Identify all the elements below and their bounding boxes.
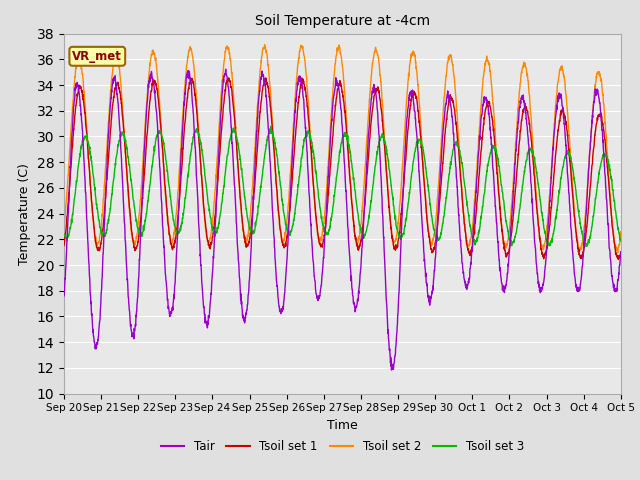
Tair bbox=[222, 66, 230, 72]
Tsoil set 3 bbox=[60, 231, 68, 237]
Tsoil set 2 bbox=[261, 42, 269, 48]
Y-axis label: Temperature (C): Temperature (C) bbox=[18, 163, 31, 264]
Tsoil set 2 bbox=[614, 250, 621, 256]
Tair bbox=[568, 238, 576, 244]
Tsoil set 3 bbox=[216, 218, 223, 224]
Tsoil set 1 bbox=[568, 181, 575, 187]
Tair bbox=[388, 367, 396, 373]
Tsoil set 1 bbox=[504, 250, 512, 256]
Tsoil set 1 bbox=[371, 91, 379, 97]
Tsoil set 2 bbox=[371, 49, 379, 55]
Tsoil set 2 bbox=[60, 224, 68, 230]
Legend: Tair, Tsoil set 1, Tsoil set 2, Tsoil set 3: Tair, Tsoil set 1, Tsoil set 2, Tsoil se… bbox=[156, 435, 529, 458]
Tsoil set 3 bbox=[583, 243, 591, 249]
Line: Tair: Tair bbox=[64, 69, 621, 370]
Tair bbox=[584, 185, 591, 191]
Tsoil set 3 bbox=[617, 238, 625, 244]
Line: Tsoil set 1: Tsoil set 1 bbox=[64, 78, 621, 259]
Tair bbox=[617, 249, 625, 255]
Tsoil set 3 bbox=[568, 160, 575, 166]
Tsoil set 2 bbox=[216, 121, 223, 127]
Tair bbox=[60, 293, 68, 299]
Tair bbox=[371, 88, 379, 94]
Tsoil set 1 bbox=[614, 256, 622, 262]
Tsoil set 1 bbox=[617, 249, 625, 255]
Tsoil set 2 bbox=[617, 229, 625, 235]
Tsoil set 1 bbox=[359, 224, 367, 230]
Text: VR_met: VR_met bbox=[72, 50, 122, 63]
Tsoil set 3 bbox=[371, 167, 379, 172]
Tsoil set 1 bbox=[60, 242, 68, 248]
Tsoil set 3 bbox=[504, 231, 512, 237]
Tsoil set 3 bbox=[267, 123, 275, 129]
Tsoil set 2 bbox=[504, 236, 512, 242]
Tsoil set 1 bbox=[584, 220, 591, 226]
Title: Soil Temperature at -4cm: Soil Temperature at -4cm bbox=[255, 14, 430, 28]
Tsoil set 1 bbox=[262, 75, 269, 81]
Tair bbox=[216, 141, 223, 147]
Tair bbox=[505, 260, 513, 265]
Tsoil set 2 bbox=[584, 186, 591, 192]
Tsoil set 3 bbox=[584, 242, 591, 248]
Tair bbox=[359, 233, 367, 239]
Tsoil set 1 bbox=[216, 159, 223, 165]
Line: Tsoil set 2: Tsoil set 2 bbox=[64, 45, 621, 253]
Line: Tsoil set 3: Tsoil set 3 bbox=[64, 126, 621, 246]
Tsoil set 3 bbox=[359, 234, 367, 240]
X-axis label: Time: Time bbox=[327, 419, 358, 432]
Tsoil set 2 bbox=[568, 173, 575, 179]
Tsoil set 2 bbox=[359, 202, 367, 207]
